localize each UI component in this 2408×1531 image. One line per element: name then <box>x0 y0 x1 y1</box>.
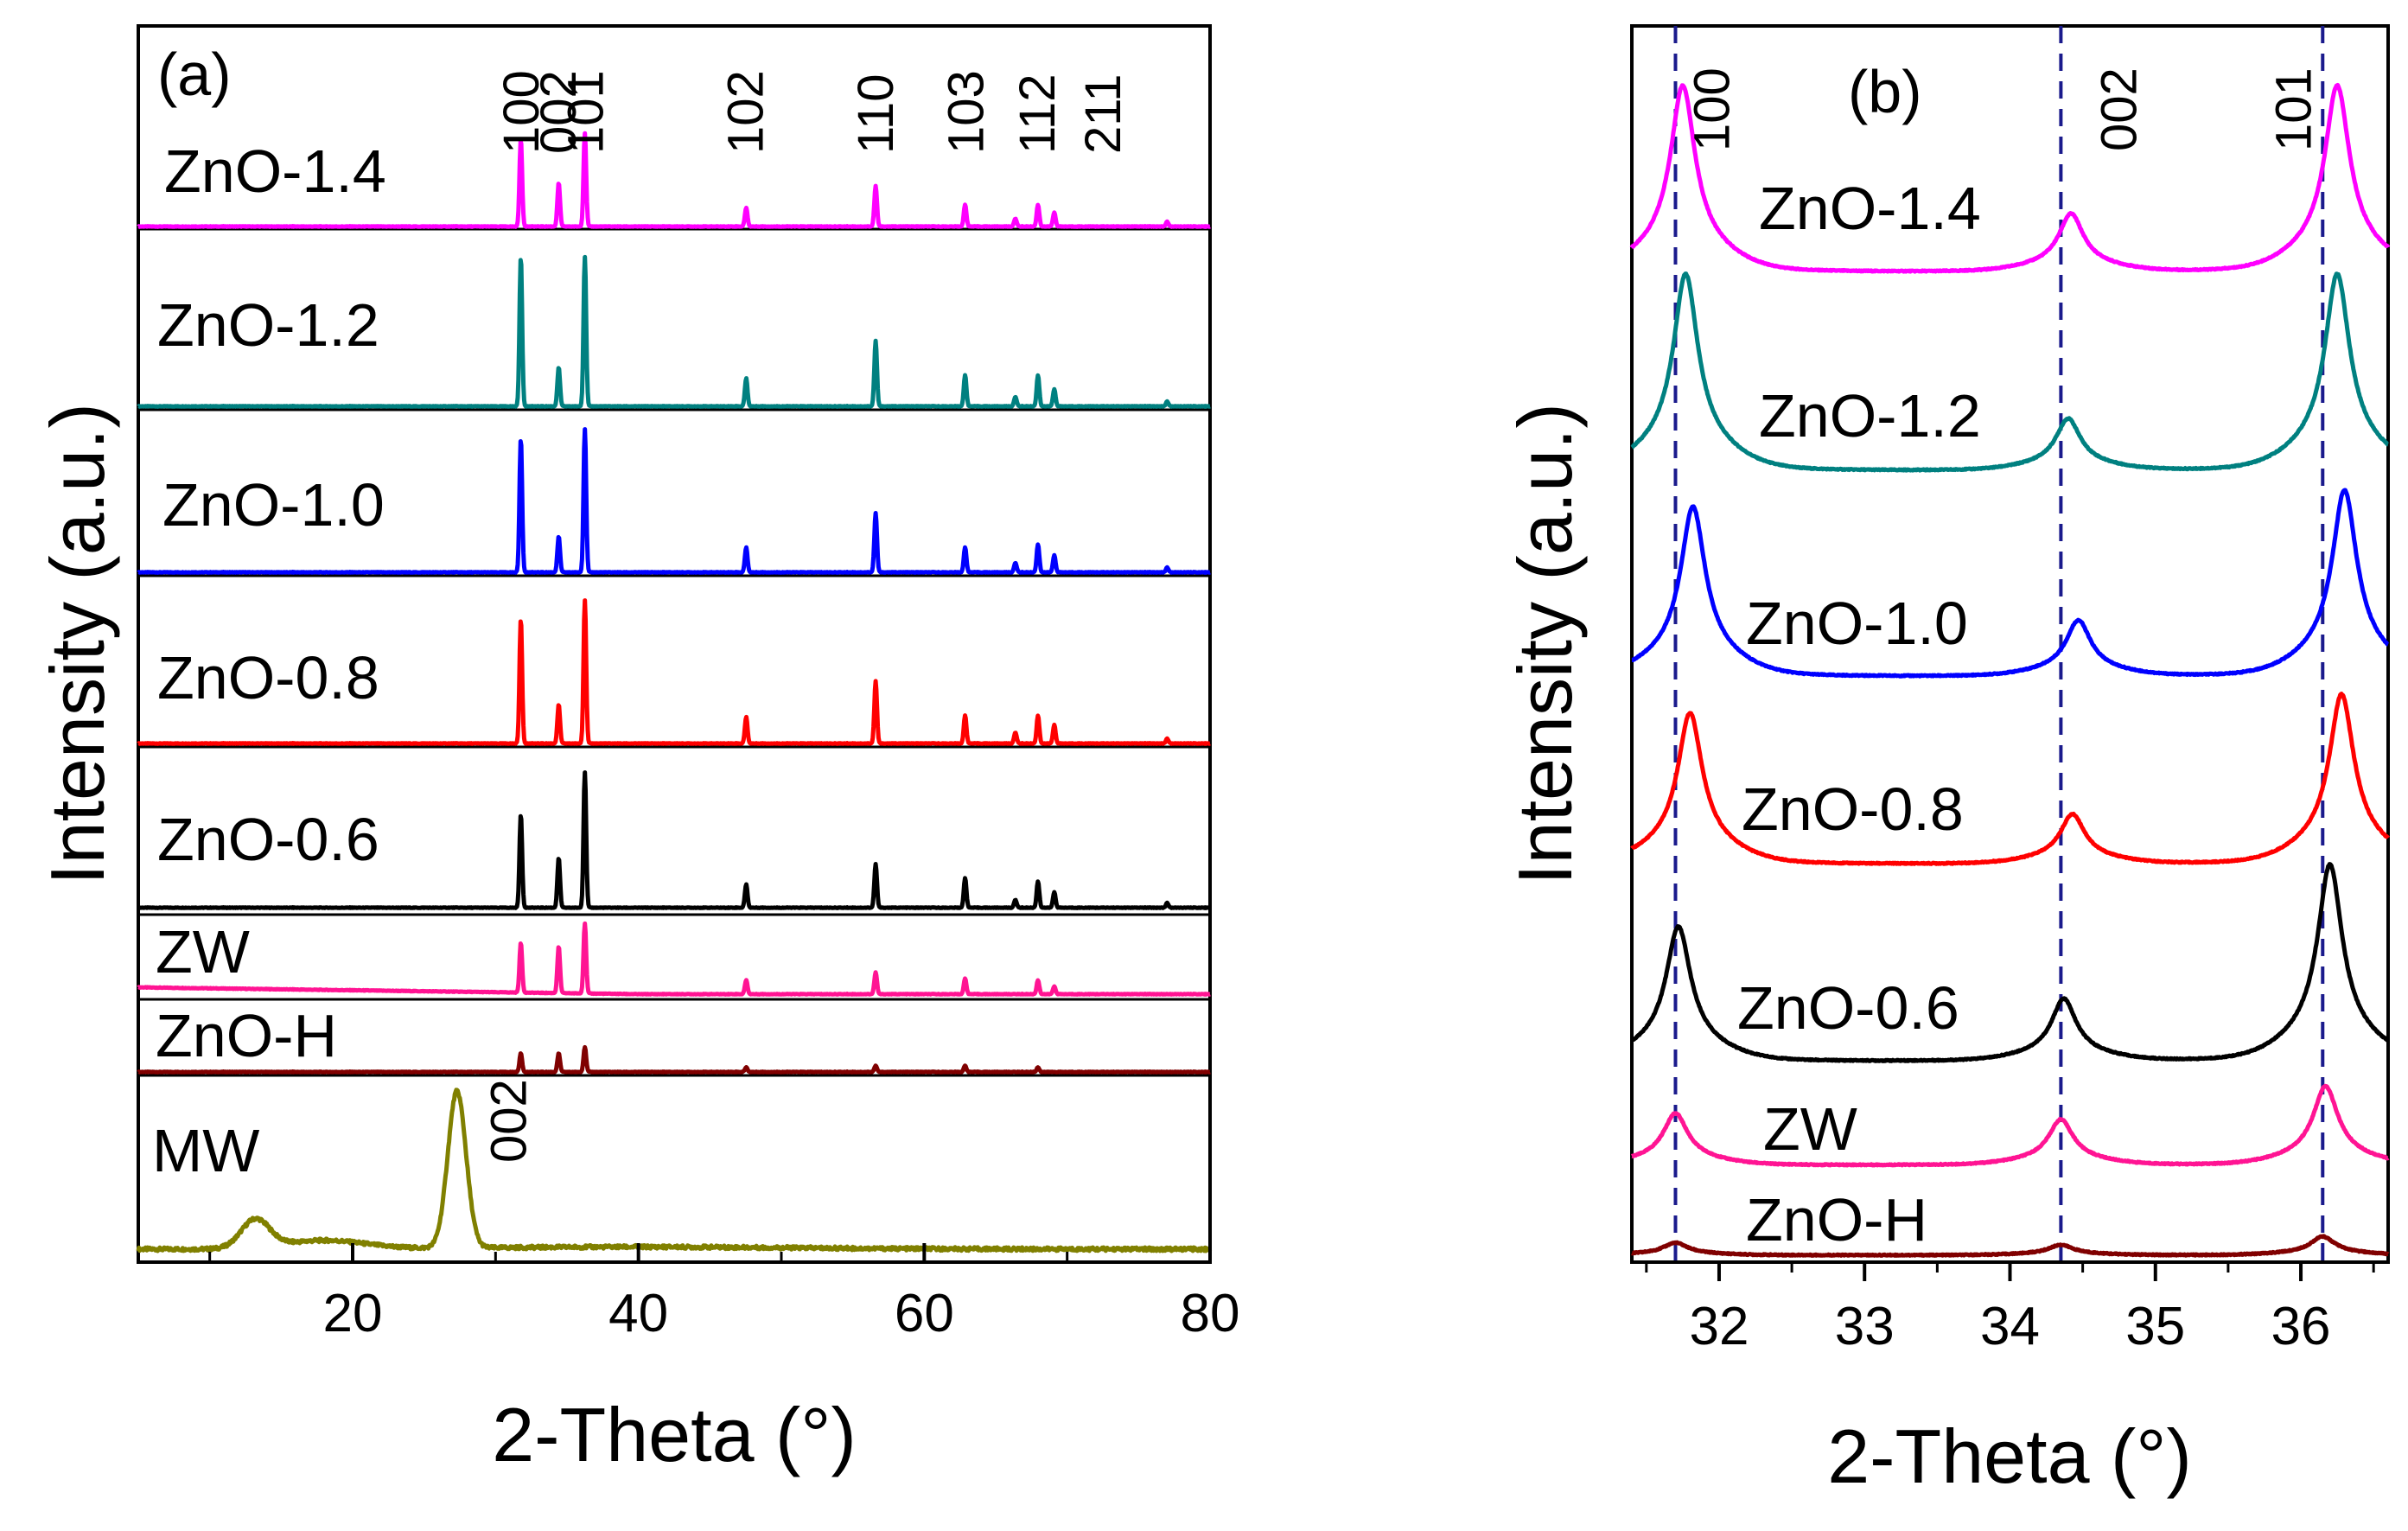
panel-a-y-axis-title: Intensity (a.u.) <box>35 403 120 885</box>
panel-a-hkl-label-112: 112 <box>1010 74 1066 154</box>
panel-a-sample-label-zno-0-8: ZnO-0.8 <box>157 644 379 711</box>
panel-a-x-tick-labels: 20 40 60 80 <box>323 1284 1240 1343</box>
panel-b-label: (b) <box>1848 58 1922 125</box>
panel-a-trace-zno-h <box>137 1044 1212 1075</box>
panel-a-sample-label-zno-1-2: ZnO-1.2 <box>157 291 379 359</box>
panel-a-x-tick-label: 20 <box>323 1284 383 1343</box>
panel-b-sample-label-zno-1-4: ZnO-1.4 <box>1759 175 1981 242</box>
panel-a-hkl-label-211: 211 <box>1075 74 1131 154</box>
panel-a-trace-mw <box>136 1088 1213 1254</box>
panel-a-mw-hkl-label: 002 <box>481 1079 538 1163</box>
panel-b-trace-zw <box>1630 1083 2390 1168</box>
panel-b-y-axis-title: Intensity (a.u.) <box>1502 403 1588 885</box>
panel-a-hkl-label-103: 103 <box>938 70 994 154</box>
panel-b-x-tick-label: 32 <box>1689 1297 1749 1356</box>
panel-a-trace-zno-0-6 <box>137 770 1212 910</box>
panel-b-sample-label-zno-0-8: ZnO-0.8 <box>1742 775 1964 843</box>
panel-b-sample-label-zno-1-2: ZnO-1.2 <box>1759 382 1981 450</box>
panel-b-x-tick-labels: 32 33 34 35 36 <box>1689 1297 2330 1356</box>
panel-a-x-tick-label: 80 <box>1181 1284 1240 1343</box>
panel-b-sample-label-zno-h: ZnO-H <box>1746 1186 1927 1254</box>
panel-a-trace-zno-1-2 <box>137 254 1212 409</box>
panel-b: 32 33 34 35 36 100 002 101 ZnO-1.4ZnO-1.2ZnO-1… <box>1502 24 2391 1499</box>
panel-b-sample-label-zw: ZW <box>1763 1095 1857 1163</box>
panel-a-trace-zno-1-4 <box>137 131 1212 229</box>
panel-b-sample-labels: ZnO-1.4 ZnO-1.2 ZnO-1.0 ZnO-0.8 ZnO-0.6 ZW ZnO… <box>1737 175 1981 1254</box>
panel-b-x-axis-title: 2-Theta (°) <box>1827 1413 2192 1499</box>
panel-a-hkl-label-002: 002 <box>531 70 587 154</box>
panel-b-x-tick-label: 35 <box>2125 1297 2185 1356</box>
panel-b-sample-label-zno-1-0: ZnO-1.0 <box>1746 590 1968 657</box>
panel-a-trace-zno-0-8 <box>137 598 1212 746</box>
panel-a-x-tick-label: 60 <box>895 1284 954 1343</box>
panel-b-x-tick-label: 33 <box>1835 1297 1895 1356</box>
panel-a-hkl-label-100: 100 <box>494 70 550 154</box>
panel-a-sample-label-zno-1-4: ZnO-1.4 <box>164 137 386 205</box>
panel-a-hkl-label-102: 102 <box>718 70 774 154</box>
panel-a-hkl-label-101: 101 <box>558 70 615 154</box>
panel-a-separators <box>138 227 1210 1077</box>
panel-a-x-ticks <box>208 1243 1212 1262</box>
panel-b-trace-zno-1-4 <box>1629 82 2391 274</box>
panel-b-trace-zno-h <box>1630 1234 2390 1258</box>
panel-a-trace-zw <box>137 921 1212 997</box>
panel-a-sample-label-zno-0-6: ZnO-0.6 <box>157 806 379 873</box>
panel-b-hkl-label-002: 002 <box>2092 67 2148 151</box>
panel-b-hkl-labels: 100 002 101 <box>1685 67 2322 151</box>
panel-b-trace-zno-1-2 <box>1630 271 2390 473</box>
panel-b-x-tick-label: 36 <box>2271 1297 2331 1356</box>
panel-a-x-tick-label: 40 <box>608 1284 668 1343</box>
panel-a-sample-label-zw: ZW <box>156 918 250 986</box>
panel-b-x-tick-label: 34 <box>1980 1297 2040 1356</box>
panel-b-x-ticks <box>1645 1262 2375 1281</box>
panel-a-label: (a) <box>157 41 232 108</box>
panel-a-sample-label-zno-h: ZnO-H <box>156 1002 337 1069</box>
panel-a-sample-label-mw: MW <box>152 1117 259 1184</box>
panel-a-sample-labels: ZnO-1.4 ZnO-1.2 ZnO-1.0 ZnO-0.8 ZnO-0.6 ZW ZnO… <box>152 137 386 1184</box>
panel-a-frame <box>137 24 1212 1264</box>
panel-b-hkl-label-100: 100 <box>1685 67 1741 151</box>
panel-a-traces <box>136 131 1213 1254</box>
panel-b-trace-zno-1-0 <box>1630 488 2390 679</box>
panel-a-hkl-label-110: 110 <box>848 74 904 154</box>
panel-b-traces <box>1629 82 2391 1258</box>
panel-a-x-axis-title: 2-Theta (°) <box>492 1392 857 1477</box>
panel-a-trace-zno-1-0 <box>137 427 1212 575</box>
panel-a-sample-label-zno-1-0: ZnO-1.0 <box>162 471 385 539</box>
panel-b-trace-zno-0-8 <box>1630 692 2390 866</box>
panel-b-sample-label-zno-0-6: ZnO-0.6 <box>1737 974 1959 1042</box>
panel-b-hkl-label-101: 101 <box>2266 67 2322 151</box>
panel-b-trace-zno-0-6 <box>1630 862 2390 1063</box>
